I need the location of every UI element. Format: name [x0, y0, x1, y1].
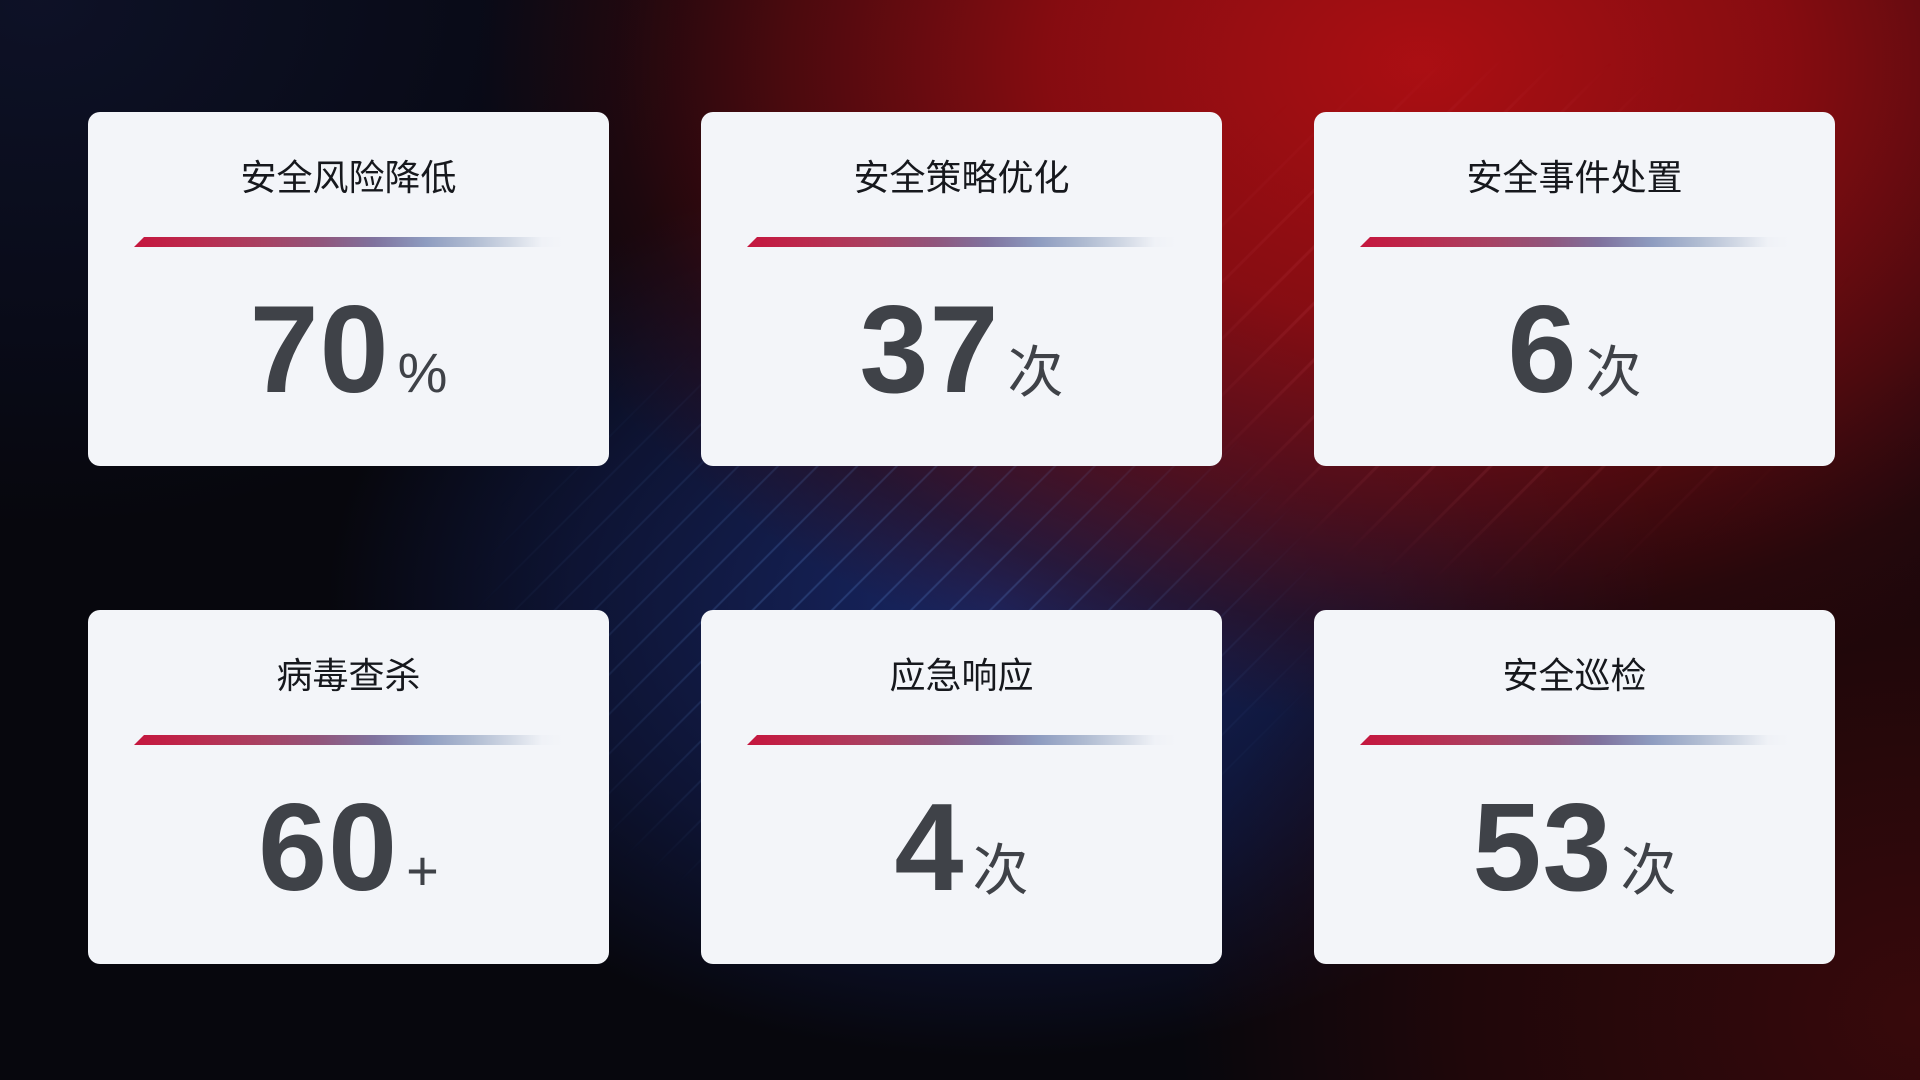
- stat-card-security-policy-optimization: 安全策略优化 37 次: [701, 112, 1222, 466]
- card-value-unit: 次: [972, 838, 1029, 902]
- card-value-group: 6 次: [1508, 288, 1642, 412]
- card-divider: [1360, 237, 1789, 247]
- card-value: 70: [249, 280, 390, 419]
- card-value-unit: %: [397, 340, 448, 404]
- stat-card-security-incident-handling: 安全事件处置 6 次: [1314, 112, 1835, 466]
- card-divider: [134, 735, 563, 745]
- card-title: 安全巡检: [1502, 655, 1647, 696]
- card-value-group: 60 +: [258, 786, 439, 910]
- card-divider: [1360, 735, 1789, 745]
- stat-card-emergency-response: 应急响应 4 次: [701, 610, 1222, 964]
- card-value: 37: [859, 280, 1000, 419]
- card-title: 应急响应: [889, 655, 1034, 696]
- card-title: 病毒查杀: [276, 655, 421, 696]
- card-value-group: 53 次: [1473, 786, 1677, 910]
- card-value: 6: [1507, 280, 1578, 419]
- card-divider: [134, 237, 563, 247]
- card-value-unit: 次: [1620, 838, 1677, 902]
- card-value: 60: [258, 778, 399, 917]
- card-divider: [747, 735, 1176, 745]
- card-value: 53: [1472, 778, 1613, 917]
- card-title: 安全风险降低: [240, 157, 457, 198]
- card-value-unit: 次: [1007, 340, 1064, 404]
- stat-card-security-inspection: 安全巡检 53 次: [1314, 610, 1835, 964]
- kpi-cards-grid: 安全风险降低 70 % 安全策略优化 37 次 安全事件处置 6 次: [88, 112, 1835, 965]
- card-value-unit: +: [406, 838, 439, 902]
- card-value-group: 37 次: [860, 288, 1064, 412]
- stat-card-security-risk-reduction: 安全风险降低 70 %: [88, 112, 609, 466]
- card-value: 4: [894, 778, 965, 917]
- card-title: 安全策略优化: [853, 157, 1070, 198]
- card-divider: [747, 237, 1176, 247]
- card-value-group: 4 次: [895, 786, 1029, 910]
- stat-card-virus-scan: 病毒查杀 60 +: [88, 610, 609, 964]
- card-title: 安全事件处置: [1466, 157, 1683, 198]
- card-value-unit: 次: [1585, 340, 1642, 404]
- card-value-group: 70 %: [250, 288, 448, 412]
